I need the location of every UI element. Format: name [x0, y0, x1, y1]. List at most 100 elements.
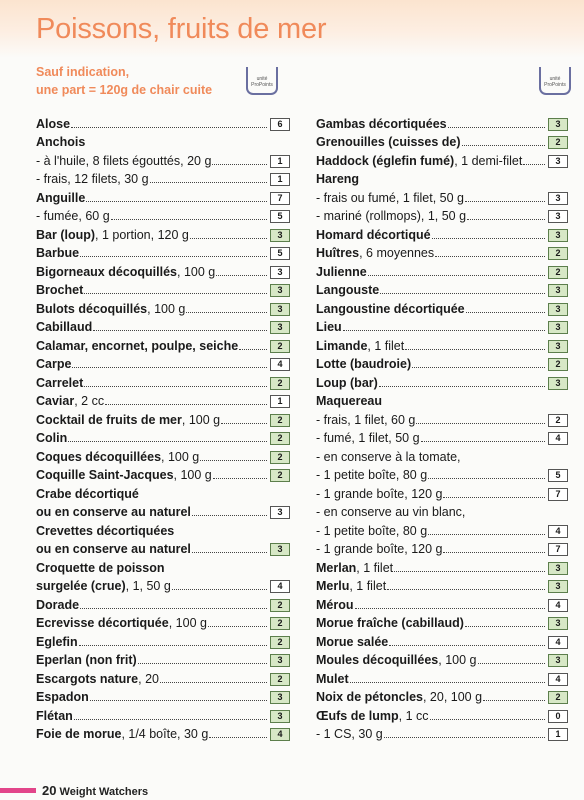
food-name: Eperlan (non frit) [36, 653, 137, 667]
leader-dots [239, 348, 267, 350]
leader-dots [429, 718, 545, 720]
food-label: Langouste [316, 283, 379, 298]
food-row: Espadon 3 [36, 687, 290, 706]
food-label: Coques décoquillées, 100 g [36, 450, 199, 465]
food-name: Dorade [36, 597, 80, 612]
food-portion: - en conserve au vin blanc, [316, 505, 466, 519]
leader-dots [159, 681, 267, 683]
leader-dots [89, 700, 267, 701]
food-row: - fumée, 60 g 5 [36, 206, 290, 225]
leader-dots [380, 293, 545, 294]
food-label: Foie de morue, 1/4 boîte, 30 g [36, 727, 208, 742]
food-name: Espadon [36, 690, 89, 704]
food-portion: , 20, 100 g [422, 690, 483, 704]
food-label: Moules décoquillées, 100 g [316, 653, 477, 668]
points-badge: 2 [270, 450, 290, 464]
food-name: Hareng [316, 172, 360, 186]
points-badge: 3 [548, 654, 568, 667]
food-row: Brochet 3 [36, 280, 290, 299]
points-badge: 2 [548, 413, 568, 427]
food-row: Grenouilles (cuisses de) 2 [316, 132, 568, 151]
leader-dots [447, 126, 545, 128]
food-row: Merlu, 1 filet 3 [316, 576, 568, 595]
food-label: Carpe [36, 357, 71, 372]
food-label: - mariné (rollmops), 1, 50 g [316, 209, 466, 224]
leader-dots [191, 552, 267, 553]
food-row: Calamar, encornet, poulpe, seiche 2 [36, 335, 290, 354]
points-badge: 2 [548, 265, 568, 279]
food-label: - fumée, 60 g [36, 209, 110, 224]
leader-dots [200, 459, 267, 461]
food-label: Carrelet [36, 376, 83, 391]
food-portion: - frais, 1 filet, 60 g [316, 412, 416, 427]
food-row: - 1 grande boîte, 120 g 7 [316, 483, 568, 502]
food-row: Flétan 3 [36, 705, 290, 724]
food-row: Bulots décoquillés, 100 g 3 [36, 298, 290, 317]
food-row: Julienne 2 [316, 261, 568, 280]
footer-text: 20 Weight Watchers [42, 783, 148, 798]
points-badge: 2 [270, 376, 290, 390]
food-label: - en conserve à la tomate, [316, 450, 461, 465]
points-badge: 3 [548, 339, 568, 353]
food-portion: , 100 g [168, 616, 207, 630]
footer-brand: Weight Watchers [59, 786, 149, 798]
leader-dots [212, 163, 267, 165]
leader-dots [137, 663, 267, 664]
food-label: ou en conserve au naturel [36, 542, 191, 557]
food-portion: - 1 CS, 30 g [316, 727, 383, 741]
food-name: Barbue [36, 246, 80, 260]
leader-dots [431, 237, 545, 239]
leader-dots [71, 126, 267, 128]
leader-dots [80, 256, 267, 257]
food-row: Gambas décortiquées 3 [316, 113, 568, 132]
food-label: Anguille [36, 191, 85, 206]
food-name: Moules décoquillées [316, 653, 439, 667]
food-row: Morue salée 4 [316, 631, 568, 650]
points-badge: 3 [270, 228, 290, 242]
points-badge: 3 [270, 302, 290, 316]
food-portion: - fumé, 1 filet, 50 g [316, 431, 420, 445]
points-badge: 4 [270, 728, 290, 741]
leader-dots [443, 552, 545, 553]
food-label: Merlan, 1 filet [316, 561, 393, 576]
food-row: Carpe 4 [36, 354, 290, 373]
food-label: Colin [36, 431, 67, 446]
points-badge: 3 [548, 561, 568, 575]
food-row: Bar (loup), 1 portion, 120 g 3 [36, 224, 290, 243]
food-portion: - 1 petite boîte, 80 g [316, 468, 428, 482]
food-label: Barbue [36, 246, 79, 261]
food-row: Loup (bar) 3 [316, 372, 568, 391]
leader-dots [443, 496, 545, 498]
page-number: 20 [42, 783, 57, 798]
food-portion: , 1, 50 g [125, 579, 171, 593]
food-label: Homard décortiqué [316, 228, 431, 243]
points-badge: 1 [270, 395, 290, 408]
food-row: Homard décortiqué 3 [316, 224, 568, 243]
food-label: Crabe décortiqué [36, 487, 139, 502]
food-label: Morue salée [316, 635, 388, 650]
leader-dots [367, 274, 545, 276]
leader-dots [378, 385, 545, 387]
food-row: Ecrevisse décortiquée, 100 g 2 [36, 613, 290, 632]
food-row: Cabillaud 3 [36, 317, 290, 336]
food-portion: , 100 g [177, 264, 216, 279]
points-badge: 1 [270, 173, 290, 186]
leader-dots [189, 237, 267, 239]
food-portion: , 1/4 boîte, 30 g [121, 727, 209, 741]
points-badge: 2 [270, 469, 290, 482]
leader-dots [461, 145, 545, 146]
leader-dots [171, 589, 267, 590]
food-portion: - 1 grande boîte, 120 g [316, 486, 443, 501]
food-label: - 1 grande boîte, 120 g [316, 487, 442, 502]
leader-dots [68, 441, 267, 442]
food-row: Œufs de lump, 1 cc 0 [316, 705, 568, 724]
points-badge: 7 [548, 487, 568, 501]
food-row: Caviar, 2 cc 1 [36, 391, 290, 410]
food-row: - 1 CS, 30 g 1 [316, 724, 568, 743]
food-name: Mérou [316, 597, 354, 612]
leader-dots [465, 311, 545, 313]
food-row: - 1 petite boîte, 80 g 4 [316, 520, 568, 539]
food-label: Julienne [316, 265, 367, 280]
food-label: Morue fraîche (cabillaud) [316, 616, 464, 631]
food-label: - 1 grande boîte, 120 g [316, 542, 442, 557]
